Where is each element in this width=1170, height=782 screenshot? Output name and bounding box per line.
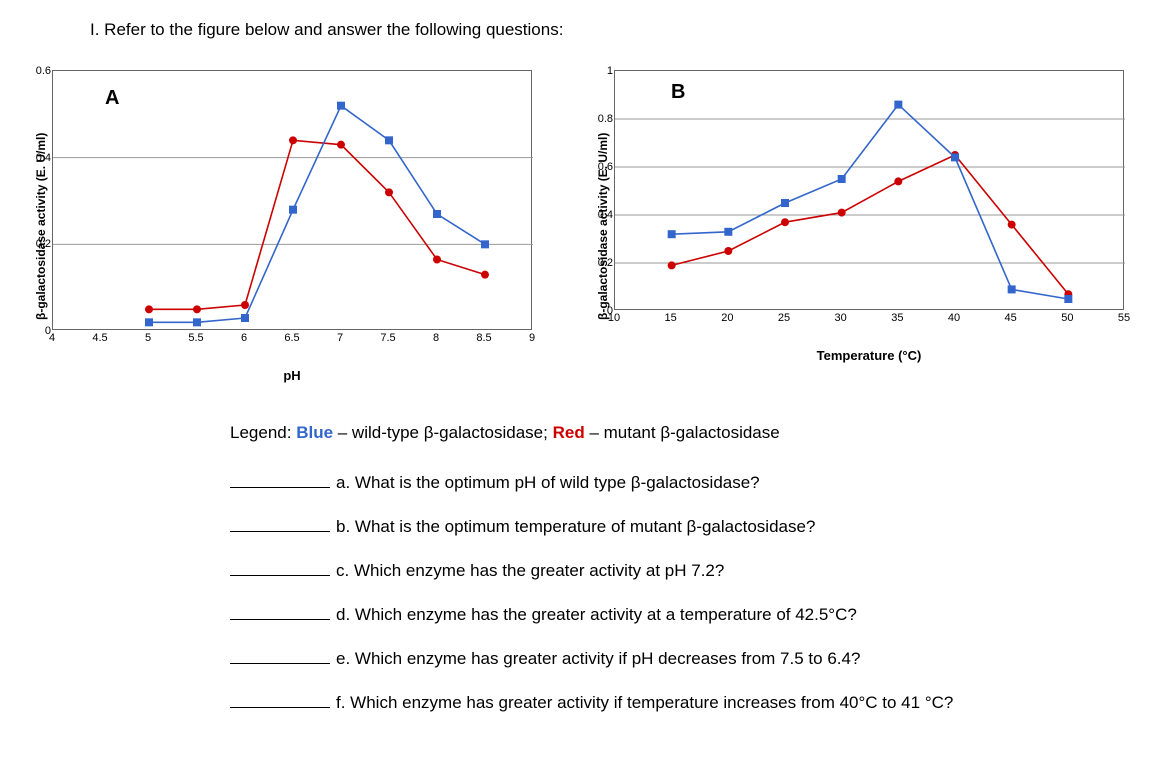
y-tick: 0.6 xyxy=(587,161,613,173)
answer-blank[interactable] xyxy=(230,619,330,620)
y-tick: 0.4 xyxy=(25,152,51,164)
x-tick: 30 xyxy=(835,312,847,324)
answer-blank[interactable] xyxy=(230,531,330,532)
y-tick: 0 xyxy=(25,325,51,337)
question-row: c. Which enzyme has the greater activity… xyxy=(230,561,1140,581)
x-tick: 4.5 xyxy=(92,332,107,344)
chart-a-plot: 00.20.40.6 A xyxy=(52,70,532,330)
x-tick: 8 xyxy=(433,332,439,344)
y-tick: 0.8 xyxy=(587,113,613,125)
chart-b-plot: 00.20.40.60.81 B xyxy=(614,70,1124,310)
instruction-text: I. Refer to the figure below and answer … xyxy=(90,20,1140,40)
x-tick: 5.5 xyxy=(188,332,203,344)
x-tick: 7.5 xyxy=(380,332,395,344)
question-text: d. Which enzyme has the greater activity… xyxy=(336,605,857,625)
answer-blank[interactable] xyxy=(230,663,330,664)
y-tick: 0.6 xyxy=(25,65,51,77)
chart-b-panel-label: B xyxy=(671,81,685,104)
legend-blue: Blue xyxy=(296,423,333,442)
legend: Legend: Blue – wild-type β-galactosidase… xyxy=(230,423,1140,443)
x-tick: 4 xyxy=(49,332,55,344)
question-text: f. Which enzyme has greater activity if … xyxy=(336,693,953,713)
x-tick: 55 xyxy=(1118,312,1130,324)
question-row: b. What is the optimum temperature of mu… xyxy=(230,517,1140,537)
chart-a-panel-label: A xyxy=(105,87,119,110)
x-tick: 20 xyxy=(721,312,733,324)
answer-blank[interactable] xyxy=(230,707,330,708)
answer-blank[interactable] xyxy=(230,575,330,576)
x-tick: 35 xyxy=(891,312,903,324)
questions: a. What is the optimum pH of wild type β… xyxy=(230,473,1140,713)
y-tick: 0.2 xyxy=(25,238,51,250)
x-tick: 10 xyxy=(608,312,620,324)
chart-a-x-label: pH xyxy=(52,368,532,383)
x-tick: 6.5 xyxy=(284,332,299,344)
answer-blank[interactable] xyxy=(230,487,330,488)
question-text: e. Which enzyme has greater activity if … xyxy=(336,649,860,669)
y-tick: 1 xyxy=(587,65,613,77)
y-tick: 0.4 xyxy=(587,209,613,221)
question-row: f. Which enzyme has greater activity if … xyxy=(230,693,1140,713)
charts-row: β-galactosidase activity (E. U/ml) 00.20… xyxy=(30,70,1140,383)
chart-b: β-galactosidase activity (E. U/ml) 00.20… xyxy=(592,70,1124,383)
x-tick: 15 xyxy=(665,312,677,324)
question-row: e. Which enzyme has greater activity if … xyxy=(230,649,1140,669)
chart-b-x-label: Temperature (°C) xyxy=(614,348,1124,363)
legend-prefix: Legend: xyxy=(230,423,296,442)
chart-a: β-galactosidase activity (E. U/ml) 00.20… xyxy=(30,70,532,383)
legend-red: Red xyxy=(553,423,585,442)
x-tick: 6 xyxy=(241,332,247,344)
y-tick: 0.2 xyxy=(587,257,613,269)
question-text: b. What is the optimum temperature of mu… xyxy=(336,517,815,537)
legend-blue-desc: – wild-type β-galactosidase; xyxy=(333,423,553,442)
x-tick: 7 xyxy=(337,332,343,344)
question-row: a. What is the optimum pH of wild type β… xyxy=(230,473,1140,493)
x-tick: 8.5 xyxy=(476,332,491,344)
legend-red-desc: – mutant β-galactosidase xyxy=(585,423,780,442)
x-tick: 50 xyxy=(1061,312,1073,324)
question-text: a. What is the optimum pH of wild type β… xyxy=(336,473,760,493)
x-tick: 5 xyxy=(145,332,151,344)
x-tick: 45 xyxy=(1005,312,1017,324)
question-text: c. Which enzyme has the greater activity… xyxy=(336,561,724,581)
x-tick: 9 xyxy=(529,332,535,344)
x-tick: 25 xyxy=(778,312,790,324)
x-tick: 40 xyxy=(948,312,960,324)
question-row: d. Which enzyme has the greater activity… xyxy=(230,605,1140,625)
